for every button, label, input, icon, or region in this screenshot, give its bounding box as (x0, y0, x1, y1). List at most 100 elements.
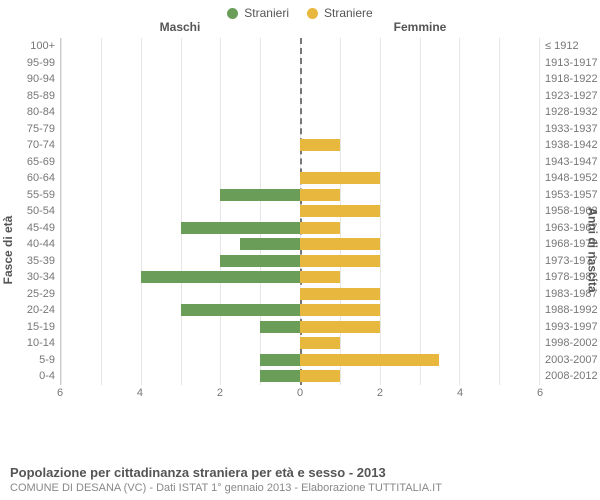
bar-male (181, 222, 301, 234)
col-title-right: Femmine (394, 20, 447, 34)
bar-male (181, 304, 301, 316)
bar-female (300, 271, 340, 283)
legend-item-female: Straniere (307, 6, 373, 20)
column-headers: Maschi Femmine (60, 20, 540, 38)
birth-label: 1933-1937 (539, 123, 598, 135)
y-axis-title-right: Anni di nascita (585, 207, 599, 292)
x-axis: 6420246 (60, 385, 540, 403)
bar-male (260, 354, 300, 366)
data-row: 50-541958-1962 (61, 203, 539, 220)
data-row: 20-241988-1992 (61, 302, 539, 319)
bar-female (300, 304, 380, 316)
age-label: 45-49 (27, 222, 61, 234)
age-label: 70-74 (27, 139, 61, 151)
age-label: 65-69 (27, 156, 61, 168)
bar-male (220, 189, 300, 201)
x-tick: 4 (137, 387, 143, 399)
age-label: 10-14 (27, 337, 61, 349)
data-row: 10-141998-2002 (61, 335, 539, 352)
x-tick: 2 (217, 387, 223, 399)
age-label: 15-19 (27, 321, 61, 333)
x-tick: 0 (297, 387, 303, 399)
birth-label: 1988-1992 (539, 304, 598, 316)
data-row: 55-591953-1957 (61, 187, 539, 204)
age-label: 40-44 (27, 238, 61, 250)
bar-female (300, 288, 380, 300)
data-row: 45-491963-1967 (61, 220, 539, 237)
bar-female (300, 321, 380, 333)
age-label: 5-9 (39, 354, 61, 366)
age-label: 95-99 (27, 57, 61, 69)
age-label: 60-64 (27, 172, 61, 184)
bar-female (300, 370, 340, 382)
x-tick: 2 (377, 387, 383, 399)
data-row: 100+≤ 1912 (61, 38, 539, 55)
footer-subtitle: COMUNE DI DESANA (VC) - Dati ISTAT 1° ge… (10, 482, 442, 494)
data-row: 25-291983-1987 (61, 286, 539, 303)
age-label: 55-59 (27, 189, 61, 201)
legend-label-female: Straniere (324, 6, 373, 20)
bar-female (300, 172, 380, 184)
birth-label: 1918-1922 (539, 73, 598, 85)
bar-female (300, 189, 340, 201)
birth-label: 2008-2012 (539, 370, 598, 382)
bar-male (260, 370, 300, 382)
birth-label: 1943-1947 (539, 156, 598, 168)
data-row: 90-941918-1922 (61, 71, 539, 88)
col-title-left: Maschi (160, 20, 201, 34)
footer: Popolazione per cittadinanza straniera p… (10, 465, 442, 494)
data-row: 35-391973-1977 (61, 253, 539, 270)
bar-female (300, 354, 439, 366)
bar-female (300, 205, 380, 217)
data-row: 85-891923-1927 (61, 88, 539, 105)
age-label: 100+ (30, 40, 61, 52)
y-axis-title-left: Fasce di età (1, 216, 15, 285)
age-label: 35-39 (27, 255, 61, 267)
data-row: 65-691943-1947 (61, 154, 539, 171)
footer-title: Popolazione per cittadinanza straniera p… (10, 465, 442, 480)
x-tick: 6 (57, 387, 63, 399)
birth-label: 1923-1927 (539, 90, 598, 102)
male-swatch (227, 8, 238, 19)
bar-female (300, 222, 340, 234)
age-label: 80-84 (27, 106, 61, 118)
data-row: 75-791933-1937 (61, 121, 539, 138)
x-tick: 6 (537, 387, 543, 399)
bar-female (300, 337, 340, 349)
female-swatch (307, 8, 318, 19)
birth-label: 1928-1932 (539, 106, 598, 118)
bar-male (240, 238, 300, 250)
birth-label: 2003-2007 (539, 354, 598, 366)
birth-label: 1938-1942 (539, 139, 598, 151)
age-label: 0-4 (39, 370, 61, 382)
birth-label: 1953-1957 (539, 189, 598, 201)
data-row: 0-42008-2012 (61, 368, 539, 385)
age-label: 90-94 (27, 73, 61, 85)
bar-female (300, 238, 380, 250)
legend-label-male: Stranieri (244, 6, 289, 20)
age-label: 20-24 (27, 304, 61, 316)
bar-female (300, 139, 340, 151)
chart-area: Maschi Femmine 100+≤ 191295-991913-19179… (60, 20, 540, 403)
data-row: 5-92003-2007 (61, 352, 539, 369)
birth-label: 1998-2002 (539, 337, 598, 349)
data-row: 40-441968-1972 (61, 236, 539, 253)
data-row: 80-841928-1932 (61, 104, 539, 121)
bar-male (141, 271, 300, 283)
birth-label: 1993-1997 (539, 321, 598, 333)
plot: 100+≤ 191295-991913-191790-941918-192285… (60, 38, 540, 385)
legend: Stranieri Straniere (0, 0, 600, 20)
data-row: 70-741938-1942 (61, 137, 539, 154)
birth-label: 1913-1917 (539, 57, 598, 69)
bar-male (220, 255, 300, 267)
age-label: 50-54 (27, 205, 61, 217)
birth-label: 1948-1952 (539, 172, 598, 184)
data-row: 95-991913-1917 (61, 55, 539, 72)
bar-female (300, 255, 380, 267)
data-row: 15-191993-1997 (61, 319, 539, 336)
data-row: 30-341978-1982 (61, 269, 539, 286)
data-row: 60-641948-1952 (61, 170, 539, 187)
age-label: 25-29 (27, 288, 61, 300)
bar-male (260, 321, 300, 333)
age-label: 30-34 (27, 271, 61, 283)
